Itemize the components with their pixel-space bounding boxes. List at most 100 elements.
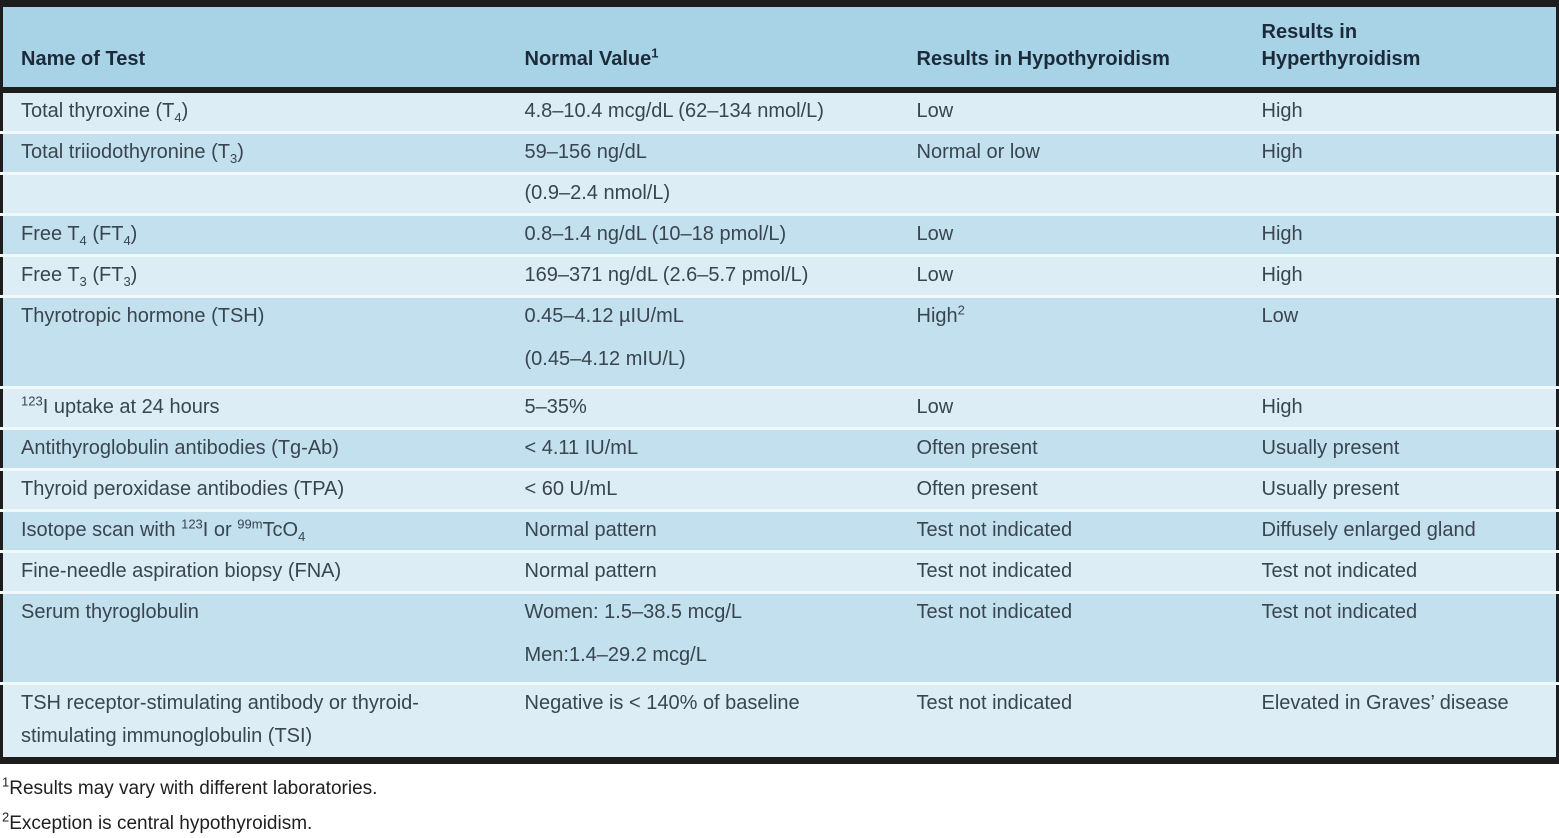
cell-line: Normal pattern — [524, 519, 657, 541]
cell-line: Fine-needle aspiration biopsy (FNA) — [21, 560, 342, 582]
cell-line: Low — [916, 223, 954, 245]
cell-line: Elevated in Graves’ disease — [1261, 692, 1509, 714]
thyroid-tests-table: Name of Test Normal Value1 Results in Hypo… — [0, 0, 1559, 764]
cell-line: Isotope scan with 123I or 99mTcO4 — [21, 516, 306, 544]
table-cell: Low — [916, 387, 1262, 430]
table-cell: < 60 U/mL — [524, 469, 917, 512]
table-row: Free T3 (FT3) 169–371 ng/dL (2.6–5.7 pmol… — [1, 255, 1558, 298]
cell-line: High — [1261, 396, 1303, 418]
cell-line: Test not indicated — [916, 692, 1073, 714]
cell-line: High — [1261, 264, 1303, 286]
table-cell: 123I uptake at 24 hours — [1, 387, 525, 430]
cell-line: 0.8–1.4 ng/dL (10–18 pmol/L) — [524, 223, 787, 245]
footnote-results-vary: 1Results may vary with different laborat… — [2, 774, 378, 799]
cell-line: Test not indicated — [916, 601, 1073, 623]
table-cell: Normal or low — [916, 132, 1262, 175]
table-cell: Isotope scan with 123I or 99mTcO4 — [1, 510, 525, 553]
table-header-row: Name of Test Normal Value1 Results in Hypo… — [1, 3, 1558, 93]
column-header: Normal Value1 — [524, 3, 917, 93]
cell-line: Men:1.4–29.2 mcg/L — [524, 644, 707, 666]
cell-line: (0.9–2.4 nmol/L) — [524, 182, 671, 204]
cell-line: Low — [916, 396, 954, 418]
table-cell: High — [1261, 132, 1558, 175]
cell-line: < 4.11 IU/mL — [524, 437, 639, 459]
cell-line: 123I uptake at 24 hours — [21, 393, 220, 418]
cell-line: Test not indicated — [1261, 560, 1418, 582]
cell-line: Often present — [916, 478, 1038, 500]
cell-line: 0.45–4.12 µIU/mL — [524, 305, 684, 327]
column-header: Results in Hypothyroidism — [916, 3, 1262, 93]
cell-line: Usually present — [1261, 437, 1400, 459]
cell-line: stimulating immunoglobulin (TSI) — [21, 725, 313, 747]
cell-line: Free T3 (FT3) — [21, 264, 138, 289]
table-header: Name of Test Normal Value1 Results in Hypo… — [1, 3, 1558, 93]
column-header-line: Results in — [1261, 21, 1358, 43]
cell-line: Test not indicated — [916, 560, 1073, 582]
table-cell: Usually present — [1261, 428, 1558, 471]
table-cell — [1261, 173, 1558, 216]
table-row: TSH receptor-stimulating antibody or thy… — [1, 683, 1558, 761]
table-row: Thyrotropic hormone (TSH) 0.45–4.12 µIU/m… — [1, 296, 1558, 389]
cell-line: (0.45–4.12 mIU/L) — [524, 348, 686, 370]
table-row: Total triiodothyronine (T3) 59–156 ng/dL N… — [1, 132, 1558, 175]
cell-line — [21, 182, 517, 205]
table-row: Antithyroglobulin antibodies (Tg-Ab) < 4.… — [1, 428, 1558, 471]
table-cell: < 4.11 IU/mL — [524, 428, 917, 471]
table-cell: Often present — [916, 428, 1262, 471]
cell-line: High — [1261, 141, 1303, 163]
table-cell: High — [1261, 214, 1558, 257]
cell-line: TSH receptor-stimulating antibody or thy… — [21, 692, 419, 714]
cell-line: Free T4 (FT4) — [21, 223, 138, 248]
table-cell: Diffusely enlarged gland — [1261, 510, 1558, 553]
table-row: Fine-needle aspiration biopsy (FNA) Norma… — [1, 551, 1558, 594]
cell-line: Diffusely enlarged gland — [1261, 519, 1476, 541]
table-cell: 4.8–10.4 mcg/dL (62–134 nmol/L) — [524, 90, 917, 134]
cell-line: Low — [916, 264, 954, 286]
cell-line: Thyrotropic hormone (TSH) — [21, 305, 265, 327]
cell-line: Test not indicated — [916, 519, 1073, 541]
table-row: 123I uptake at 24 hours 5–35% Low High — [1, 387, 1558, 430]
table-cell: Fine-needle aspiration biopsy (FNA) — [1, 551, 525, 594]
cell-line: Normal pattern — [524, 560, 657, 582]
cell-line: Total triiodothyronine (T3) — [21, 141, 244, 166]
column-header-line: Name of Test — [21, 48, 146, 70]
cell-line: 59–156 ng/dL — [524, 141, 647, 163]
table-cell: Test not indicated — [916, 592, 1262, 685]
cell-line: High2 — [916, 302, 965, 327]
cell-line: Antithyroglobulin antibodies (Tg-Ab) — [21, 437, 339, 459]
table-cell: Test not indicated — [916, 510, 1262, 553]
cell-line: Test not indicated — [1261, 601, 1418, 623]
table-cell — [1, 173, 525, 216]
cell-line: Serum thyroglobulin — [21, 601, 199, 623]
cell-line: Normal or low — [916, 141, 1040, 163]
column-header-line: Hyperthyroidism — [1261, 48, 1421, 70]
table-cell: (0.9–2.4 nmol/L) — [524, 173, 917, 216]
table-cell: Test not indicated — [1261, 592, 1558, 685]
table-cell: High — [1261, 387, 1558, 430]
column-header: Name of Test — [1, 3, 525, 93]
table-cell: Antithyroglobulin antibodies (Tg-Ab) — [1, 428, 525, 471]
table-body: Total thyroxine (T4) 4.8–10.4 mcg/dL (62–… — [1, 90, 1558, 761]
cell-line: Negative is < 140% of baseline — [524, 692, 800, 714]
table-cell: 5–35% — [524, 387, 917, 430]
cell-line: Women: 1.5–38.5 mcg/L — [524, 601, 743, 623]
table-row: Thyroid peroxidase antibodies (TPA) < 60 … — [1, 469, 1558, 512]
table-cell: Free T4 (FT4) — [1, 214, 525, 257]
cell-line: Usually present — [1261, 478, 1400, 500]
cell-line: Total thyroxine (T4) — [21, 100, 189, 125]
table-cell: 0.45–4.12 µIU/mL (0.45–4.12 mIU/L) — [524, 296, 917, 389]
cell-line — [917, 182, 1254, 205]
table-cell: Low — [916, 214, 1262, 257]
table-cell: Normal pattern — [524, 551, 917, 594]
table-cell: Thyrotropic hormone (TSH) — [1, 296, 525, 389]
cell-line: High — [1261, 100, 1303, 122]
table-cell: Total thyroxine (T4) — [1, 90, 525, 134]
table-cell: Serum thyroglobulin — [1, 592, 525, 685]
table-cell: High — [1261, 90, 1558, 134]
cell-line: Low — [916, 100, 954, 122]
column-header-line: Results in Hypothyroidism — [916, 48, 1170, 70]
table-cell: TSH receptor-stimulating antibody or thy… — [1, 683, 525, 761]
table-cell: Test not indicated — [916, 551, 1262, 594]
table-cell: Often present — [916, 469, 1262, 512]
cell-line: 5–35% — [524, 396, 587, 418]
